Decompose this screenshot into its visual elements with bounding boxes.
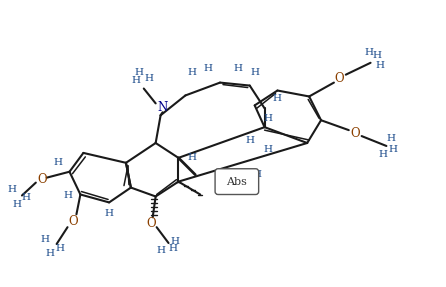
Text: H: H [105, 209, 114, 218]
Text: H: H [156, 247, 165, 255]
Text: H: H [372, 51, 381, 60]
Text: H: H [21, 193, 30, 202]
Text: H: H [250, 68, 259, 77]
FancyBboxPatch shape [215, 169, 259, 195]
Text: O: O [37, 173, 46, 186]
Text: H: H [134, 68, 143, 77]
Text: H: H [8, 185, 17, 194]
Text: H: H [252, 170, 261, 179]
Text: H: H [63, 191, 72, 200]
Text: H: H [55, 245, 64, 253]
Text: H: H [233, 64, 242, 73]
Text: H: H [132, 76, 140, 85]
Text: H: H [45, 249, 54, 258]
Text: H: H [263, 146, 272, 154]
Text: Abs: Abs [227, 177, 247, 187]
Text: H: H [204, 64, 213, 73]
Text: H: H [144, 74, 153, 83]
Text: H: H [188, 68, 197, 77]
Text: H: H [379, 150, 388, 159]
Text: H: H [263, 114, 272, 123]
Text: H: H [364, 49, 373, 57]
Text: H: H [53, 158, 62, 167]
Text: O: O [69, 215, 78, 228]
Text: H: H [376, 61, 385, 70]
Text: H: H [387, 133, 396, 143]
Text: H: H [171, 236, 180, 246]
Text: H: H [389, 146, 398, 154]
Text: H: H [12, 200, 21, 209]
Text: H: H [40, 234, 49, 244]
Text: O: O [350, 127, 359, 139]
Text: H: H [245, 135, 254, 145]
Text: N: N [157, 101, 168, 114]
Text: O: O [146, 217, 156, 230]
Text: H: H [273, 94, 282, 103]
Text: H: H [188, 153, 197, 162]
Text: H: H [168, 245, 177, 253]
Text: O: O [334, 72, 344, 85]
